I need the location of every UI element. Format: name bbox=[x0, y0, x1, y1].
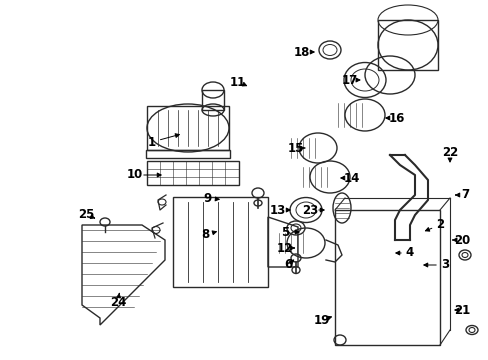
Text: 25: 25 bbox=[78, 208, 94, 221]
Text: 5: 5 bbox=[280, 225, 288, 238]
Bar bbox=[377, 20, 437, 70]
Text: 3: 3 bbox=[440, 258, 448, 271]
Text: 11: 11 bbox=[229, 76, 245, 89]
Text: 10: 10 bbox=[126, 168, 143, 181]
Bar bbox=[202, 90, 224, 110]
Text: 9: 9 bbox=[203, 192, 211, 204]
Text: 22: 22 bbox=[441, 145, 457, 158]
Text: 6: 6 bbox=[284, 258, 291, 271]
Bar bbox=[147, 106, 228, 150]
Text: 14: 14 bbox=[343, 171, 360, 184]
Text: 8: 8 bbox=[201, 229, 209, 242]
Text: 23: 23 bbox=[301, 203, 318, 216]
Text: 1: 1 bbox=[148, 135, 156, 148]
Text: 21: 21 bbox=[453, 303, 469, 316]
Bar bbox=[334, 210, 439, 345]
Text: 17: 17 bbox=[341, 73, 357, 86]
Text: 13: 13 bbox=[269, 203, 285, 216]
Text: 20: 20 bbox=[453, 234, 469, 247]
Text: 4: 4 bbox=[405, 247, 413, 260]
Text: 7: 7 bbox=[460, 189, 468, 202]
Text: 12: 12 bbox=[276, 242, 292, 255]
Text: 24: 24 bbox=[110, 296, 126, 309]
Bar bbox=[146, 150, 229, 158]
Text: 16: 16 bbox=[388, 112, 405, 125]
Text: 15: 15 bbox=[287, 141, 304, 154]
Text: 18: 18 bbox=[293, 45, 309, 58]
Bar bbox=[147, 161, 239, 185]
Text: 19: 19 bbox=[313, 314, 329, 327]
Bar bbox=[173, 197, 267, 287]
Text: 2: 2 bbox=[435, 219, 443, 231]
